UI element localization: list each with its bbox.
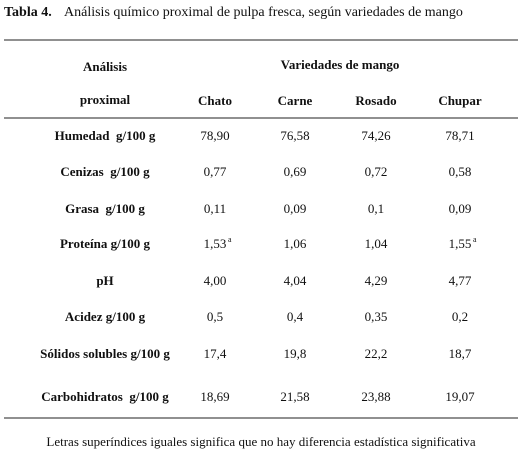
superscript: a bbox=[473, 235, 477, 244]
cell: 21,58 bbox=[280, 389, 309, 404]
row-label: Acidez g/100 g bbox=[65, 309, 146, 324]
cell: 78,71 bbox=[445, 128, 474, 143]
stub-header: Análisis bbox=[83, 59, 127, 74]
cell: 4,04 bbox=[284, 273, 307, 288]
cell: 0,69 bbox=[284, 164, 307, 179]
table-title: Análisis químico proximal de pulpa fresc… bbox=[64, 5, 463, 20]
row-label: Carbohidratos g/100 g bbox=[41, 389, 169, 404]
cell: 0,11 bbox=[204, 201, 226, 216]
cell: 4,29 bbox=[365, 273, 388, 288]
cell: 4,00 bbox=[204, 273, 227, 288]
row-label: pH bbox=[96, 273, 113, 288]
column-header: Rosado bbox=[355, 93, 396, 108]
row-label: Cenizas g/100 g bbox=[60, 164, 150, 179]
cell: 0,77 bbox=[204, 164, 227, 179]
cell: 23,88 bbox=[361, 389, 390, 404]
column-header: Chato bbox=[198, 93, 232, 108]
cell: 74,26 bbox=[361, 128, 391, 143]
group-header: Variedades de mango bbox=[281, 57, 400, 72]
cell: 18,69 bbox=[200, 389, 229, 404]
cell: 18,7 bbox=[449, 346, 472, 361]
cell: 1,53 bbox=[204, 236, 227, 251]
cell: 0,58 bbox=[449, 164, 472, 179]
cell: 78,90 bbox=[200, 128, 229, 143]
footnote: Letras superíndices iguales significa qu… bbox=[46, 434, 475, 449]
cell: 0,4 bbox=[287, 309, 304, 324]
cell: 22,2 bbox=[365, 346, 388, 361]
table-number: Tabla 4. bbox=[4, 5, 52, 20]
stub-header: proximal bbox=[80, 92, 131, 107]
cell: 0,1 bbox=[368, 201, 384, 216]
column-header: Chupar bbox=[438, 93, 482, 108]
cell: 0,09 bbox=[284, 201, 307, 216]
cell: 0,35 bbox=[365, 309, 388, 324]
cell: 17,4 bbox=[204, 346, 227, 361]
row-label: Humedad g/100 g bbox=[55, 128, 156, 143]
row-label: Grasa g/100 g bbox=[65, 201, 145, 216]
cell: 19,8 bbox=[284, 346, 307, 361]
cell: 19,07 bbox=[445, 389, 475, 404]
column-header: Carne bbox=[278, 93, 313, 108]
cell: 0,5 bbox=[207, 309, 223, 324]
cell: 0,72 bbox=[365, 164, 388, 179]
superscript: a bbox=[228, 235, 232, 244]
cell: 76,58 bbox=[280, 128, 309, 143]
cell: 4,77 bbox=[449, 273, 472, 288]
cell: 1,06 bbox=[284, 236, 307, 251]
cell: 1,55 bbox=[449, 236, 472, 251]
cell: 1,04 bbox=[365, 236, 388, 251]
row-label: Proteína g/100 g bbox=[60, 236, 151, 251]
cell: 0,2 bbox=[452, 309, 468, 324]
cell: 0,09 bbox=[449, 201, 472, 216]
row-label: Sólidos solubles g/100 g bbox=[40, 346, 170, 361]
